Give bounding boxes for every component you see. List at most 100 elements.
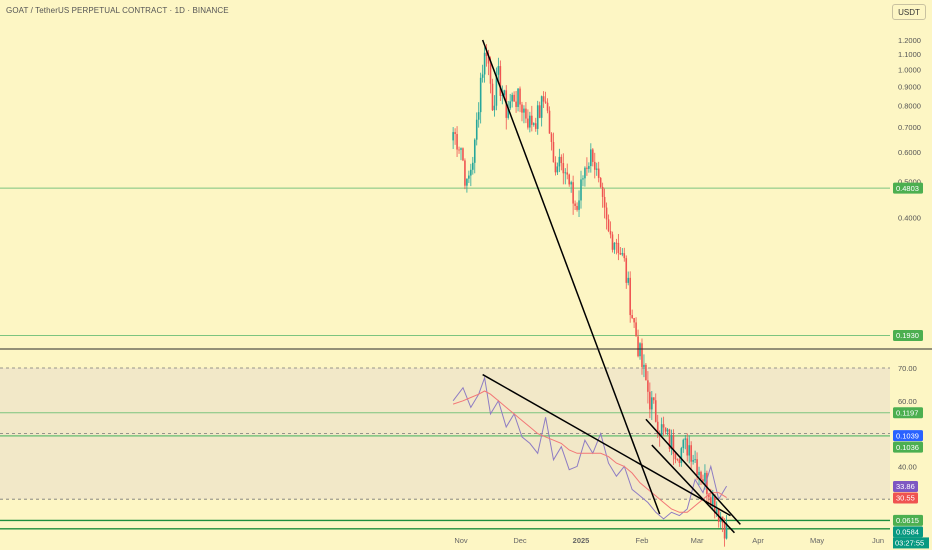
candle-body bbox=[468, 175, 470, 179]
candle-body bbox=[674, 453, 677, 460]
rsi-line bbox=[452, 375, 728, 520]
candle-body bbox=[725, 523, 728, 539]
chart-title: GOAT / TetherUS PERPETUAL CONTRACT · 1D … bbox=[6, 6, 229, 15]
candle-body bbox=[470, 169, 472, 176]
candle-body bbox=[529, 115, 531, 128]
candle-body bbox=[544, 101, 547, 103]
time-axis-tick-label: Feb bbox=[636, 536, 649, 545]
price-level-tag bbox=[893, 329, 923, 341]
candle-body bbox=[479, 77, 482, 113]
candle-body bbox=[540, 96, 543, 118]
candle-body bbox=[654, 400, 657, 422]
candle-body bbox=[637, 336, 639, 357]
candle-body bbox=[635, 322, 637, 337]
candle-body bbox=[710, 497, 712, 507]
candle-body bbox=[527, 118, 529, 128]
candle-body bbox=[723, 522, 726, 539]
candle-body bbox=[601, 186, 604, 197]
time-axis-tick-label: Jun bbox=[872, 536, 884, 545]
candle-body bbox=[704, 472, 706, 482]
candle-body bbox=[462, 148, 464, 161]
candle-body bbox=[712, 494, 714, 507]
candle-body bbox=[507, 108, 510, 118]
candle-body bbox=[631, 315, 633, 318]
candle-body bbox=[686, 438, 689, 456]
candle-body bbox=[481, 74, 484, 78]
time-axis-tick-label: Apr bbox=[752, 536, 764, 545]
candle-body bbox=[570, 182, 572, 185]
price-level-tag bbox=[893, 514, 923, 526]
price-level-tag bbox=[893, 182, 923, 194]
time-axis-tick-label: Dec bbox=[513, 536, 527, 545]
candle-body bbox=[652, 397, 655, 401]
price-trendline bbox=[651, 444, 735, 534]
candle-body bbox=[460, 148, 462, 150]
candle-body bbox=[698, 471, 700, 476]
price-axis-tick-label: 1.2000 bbox=[898, 36, 921, 45]
candle-body bbox=[588, 166, 590, 169]
candle-body bbox=[519, 88, 521, 105]
time-axis-tick-label: 2025 bbox=[573, 536, 590, 545]
candle-body bbox=[664, 427, 667, 432]
candle-body bbox=[475, 119, 478, 140]
candle-body bbox=[607, 219, 610, 232]
candle-body bbox=[515, 101, 517, 107]
candle-body bbox=[582, 178, 584, 180]
rsi-trendline bbox=[482, 373, 731, 517]
rsi-axis-tick-label: 60.00 bbox=[898, 397, 917, 406]
candle-body bbox=[562, 163, 565, 174]
candle-body bbox=[456, 134, 458, 150]
candle-body bbox=[578, 200, 580, 210]
candle-body bbox=[466, 178, 468, 186]
candle-body bbox=[708, 493, 710, 498]
time-axis-tick-label: Nov bbox=[454, 536, 468, 545]
candle-body bbox=[556, 166, 559, 173]
price-level-tag-label: 0.1197 bbox=[896, 408, 918, 417]
candle-body bbox=[503, 90, 506, 96]
candle-body bbox=[509, 101, 511, 109]
candle-body bbox=[499, 66, 502, 96]
candle-body bbox=[702, 479, 704, 482]
candle-body bbox=[619, 253, 622, 255]
candle-body bbox=[501, 95, 504, 96]
candle-body bbox=[609, 231, 612, 235]
candle-body bbox=[629, 277, 631, 316]
candle-body bbox=[715, 509, 718, 514]
price-axis-tick-label: 0.9000 bbox=[898, 83, 921, 92]
rsi-value-tag-label: 30.55 bbox=[896, 494, 915, 503]
candle-body bbox=[649, 391, 651, 410]
candle-body bbox=[611, 234, 614, 250]
candle-body bbox=[666, 429, 669, 432]
candle-body bbox=[536, 105, 539, 129]
candle-body bbox=[542, 96, 545, 102]
price-axis-tick-label: 0.4000 bbox=[898, 214, 921, 223]
candle-body bbox=[700, 471, 702, 480]
candle-body bbox=[531, 115, 533, 125]
candle-body bbox=[586, 167, 588, 169]
currency-button[interactable]: USDT bbox=[892, 4, 926, 20]
candle-body bbox=[696, 459, 698, 476]
price-axis-tick-label: 0.8000 bbox=[898, 102, 921, 111]
candle-body bbox=[495, 74, 498, 106]
price-trendline bbox=[481, 39, 661, 515]
candle-body bbox=[454, 132, 456, 135]
candle-body bbox=[493, 105, 496, 111]
candle-body bbox=[688, 445, 690, 456]
price-level-tag-label: 0.1036 bbox=[896, 443, 919, 452]
candle-body bbox=[676, 459, 679, 461]
candle-body bbox=[647, 380, 649, 392]
candle-body bbox=[597, 168, 600, 178]
candle-body bbox=[590, 149, 592, 167]
candle-body bbox=[643, 364, 645, 367]
candle-body bbox=[485, 52, 488, 56]
candle-body bbox=[525, 108, 527, 119]
candle-body bbox=[513, 94, 515, 102]
candle-body bbox=[491, 83, 494, 111]
rsi-axis-tick-label: 70.00 bbox=[898, 364, 917, 373]
price-level-tag bbox=[893, 407, 923, 419]
candle-body bbox=[682, 439, 685, 449]
candle-body bbox=[564, 172, 567, 174]
price-trendline bbox=[645, 418, 741, 525]
candle-body bbox=[694, 459, 696, 461]
